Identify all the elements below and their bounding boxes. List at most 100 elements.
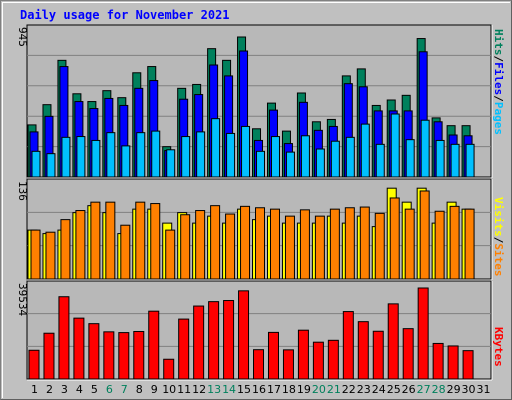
pages-bar	[330, 140, 340, 178]
sites-bar	[45, 231, 56, 280]
kbytes-bar	[253, 349, 265, 380]
pages-bar	[151, 130, 161, 178]
pages-bar	[61, 136, 71, 178]
kbytes-bar	[312, 341, 324, 380]
day-label: 16	[252, 383, 266, 396]
sites-bar	[449, 205, 460, 280]
day-label: 4	[76, 383, 83, 396]
pages-bar	[106, 132, 116, 178]
svg-text:Visits/Sites: Visits/Sites	[492, 197, 505, 277]
kbytes-bar	[73, 317, 85, 380]
day-label: 14	[222, 383, 236, 396]
sites-bar	[344, 207, 355, 280]
sites-bar	[180, 214, 191, 280]
sites-bar	[135, 201, 146, 280]
legend-sep: /	[492, 56, 505, 63]
day-label: 29	[447, 383, 461, 396]
kbytes-bar	[238, 290, 250, 380]
sites-bar	[150, 203, 161, 280]
pages-bar	[76, 136, 86, 178]
sites-bar	[359, 206, 370, 280]
kbytes-bar	[357, 321, 369, 380]
sites-bar	[269, 208, 280, 280]
kbytes-bar	[178, 318, 190, 380]
kbytes-bar	[402, 328, 414, 380]
day-label: 12	[192, 383, 206, 396]
day-label: 2	[46, 383, 53, 396]
day-label: 28	[432, 383, 446, 396]
sites-bar	[105, 201, 116, 280]
pages-bar	[405, 139, 415, 178]
kbytes-bar	[462, 350, 474, 380]
day-label: 7	[121, 383, 128, 396]
sites-bar	[389, 197, 400, 280]
day-label: 24	[372, 383, 386, 396]
pages-bar	[196, 131, 206, 178]
pages-bar	[211, 118, 221, 178]
kbytes-bar	[208, 301, 220, 380]
legend-files: Files	[492, 62, 505, 95]
sites-bar	[255, 207, 266, 280]
day-label: 21	[327, 383, 341, 396]
svg-text:Hits/Files/Pages: Hits/Files/Pages	[492, 29, 505, 135]
pages-bar	[91, 139, 101, 178]
kbytes-bar	[432, 342, 444, 380]
pages-bar	[241, 125, 251, 178]
sites-bar	[404, 208, 415, 280]
kbytes-bar	[28, 349, 40, 380]
kbytes-legend: KBytes	[492, 327, 505, 367]
day-label: 26	[402, 383, 416, 396]
pages-bar	[360, 123, 370, 178]
visits-sites-panel	[26, 178, 493, 281]
pages-bar	[300, 135, 310, 178]
day-label: 31	[477, 383, 491, 396]
sites-bar	[240, 205, 251, 280]
kbytes-bar	[387, 303, 399, 380]
hits-max-label: 945	[16, 27, 29, 47]
kbytes-bar	[342, 311, 354, 380]
day-label: 27	[417, 383, 431, 396]
pages-bar	[136, 132, 146, 178]
day-label: 23	[357, 383, 371, 396]
day-label: 17	[267, 383, 281, 396]
sites-bar	[314, 215, 325, 280]
sites-bar	[60, 219, 71, 280]
legend-kbytes: KBytes	[492, 327, 505, 367]
sites-bar	[210, 205, 221, 280]
sites-bar	[195, 210, 206, 280]
day-label: 6	[106, 383, 113, 396]
kbytes-bar	[133, 330, 145, 380]
pages-bar	[375, 143, 385, 178]
kbytes-bar	[372, 330, 384, 380]
pages-bar	[226, 132, 236, 178]
kbytes-bar	[118, 332, 130, 380]
day-labels: 1 2 3 4 5 6 7 8 9 10 11 12 13 14 15 16 17 18 19 20 21 22 23 24 2…	[31, 383, 491, 396]
kbytes-bar	[163, 358, 175, 380]
sites-bar	[120, 224, 131, 280]
sites-bar	[90, 201, 101, 280]
pages-bar	[256, 150, 266, 178]
visits-sites-legend: Visits/Sites	[492, 197, 505, 277]
kbytes-panel	[26, 280, 493, 381]
pages-bar	[270, 136, 280, 178]
pages-bar	[435, 139, 445, 178]
pages-bar	[121, 145, 131, 178]
kbytes-bar	[193, 305, 205, 380]
sites-bar	[374, 212, 385, 280]
day-label: 19	[297, 383, 311, 396]
day-label: 15	[237, 383, 251, 396]
kbytes-bar	[297, 329, 309, 380]
kbytes-bar	[447, 345, 459, 380]
pages-bar	[345, 136, 355, 178]
sites-bar	[284, 215, 295, 280]
kbytes-max-label: 39534	[16, 283, 29, 316]
sites-bar	[75, 210, 86, 280]
day-label: 1	[31, 383, 38, 396]
kbytes-bar	[282, 349, 294, 380]
kbytes-bar	[417, 287, 429, 380]
kbytes-bar	[148, 310, 160, 380]
day-label: 3	[61, 383, 68, 396]
legend-sites: Sites	[492, 243, 505, 276]
